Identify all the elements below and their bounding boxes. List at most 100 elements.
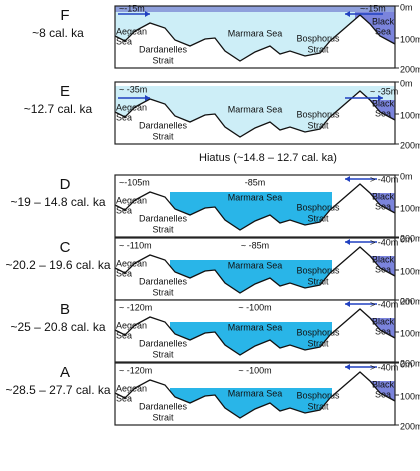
level-left: ~-105m — [119, 177, 150, 187]
bosphorus-label: Strait — [307, 338, 329, 348]
panel-age: ~20.2 – 19.6 cal. ka — [5, 258, 110, 272]
dardanelles-label: Dardanelles — [139, 213, 188, 223]
aegean-label: Sea — [116, 268, 132, 278]
black-sea-label: Black — [372, 316, 395, 326]
depth-label: 200m — [400, 421, 420, 431]
panel-letter: C — [60, 239, 71, 256]
bosphorus-label: Bosphorus — [296, 265, 340, 275]
level-center: -85m — [245, 177, 266, 187]
panel-letter: E — [60, 83, 70, 100]
depth-label: 100m — [400, 203, 420, 213]
dardanelles-label: Dardanelles — [139, 401, 188, 411]
level-right: ~-15m — [360, 3, 386, 13]
depth-label: 100m — [400, 266, 420, 276]
depth-label: 100m — [400, 391, 420, 401]
black-sea-label: Black — [372, 16, 395, 26]
depth-label: 0m — [400, 2, 413, 12]
black-sea-label: Black — [372, 254, 395, 264]
level-left: ~ -120m — [119, 365, 152, 375]
dardanelles-label: Strait — [152, 55, 174, 65]
aegean-label: Sea — [116, 393, 132, 403]
level-left: ~-15m — [119, 3, 145, 13]
panel-age: ~28.5 – 27.7 cal. ka — [5, 383, 110, 397]
panel-letter: B — [60, 301, 70, 318]
level-right: > -40m — [370, 237, 398, 247]
depth-label: 0m — [400, 171, 413, 181]
level-left: ~ -110m — [119, 240, 152, 250]
panel-age: ~8 cal. ka — [32, 26, 84, 40]
aegean-label: Sea — [116, 36, 132, 46]
panel: ~-15m~-15mAegeanSeaDardanellesStraitMarm… — [115, 3, 395, 74]
panel-letter: F — [60, 7, 69, 24]
depth-label: 0m — [400, 234, 413, 244]
panel: ~ -35m~ -35mAegeanSeaDardanellesStraitMa… — [115, 82, 398, 162]
marmara-label: Marmara Sea — [228, 192, 283, 202]
marmara-label: Marmara Sea — [228, 388, 283, 398]
level-left: ~ -35m — [119, 84, 147, 94]
dardanelles-label: Dardanelles — [139, 338, 188, 348]
marmara-label: Marmara Sea — [228, 104, 283, 114]
surface-band — [115, 6, 395, 12]
aegean-label: Sea — [116, 112, 132, 122]
dardanelles-label: Dardanelles — [139, 120, 188, 130]
depth-label: 0m — [400, 296, 413, 306]
black-sea-label: Sea — [375, 264, 391, 274]
panel-age: ~19 – 14.8 cal. ka — [10, 195, 105, 209]
black-sea-label: Sea — [375, 26, 391, 36]
bosphorus-label: Strait — [307, 401, 329, 411]
bosphorus-label: Strait — [307, 120, 329, 130]
bosphorus-label: Bosphorus — [296, 390, 340, 400]
dardanelles-label: Strait — [152, 349, 174, 359]
aegean-label: Aegean — [116, 320, 147, 330]
depth-label: 0m — [400, 78, 413, 88]
bosphorus-label: Bosphorus — [296, 202, 340, 212]
dardanelles-label: Strait — [152, 287, 174, 297]
marmara-label: Marmara Sea — [228, 28, 283, 38]
depth-label: 100m — [400, 110, 420, 120]
dardanelles-label: Strait — [152, 224, 174, 234]
hiatus-label: Hiatus (~14.8 – 12.7 cal. ka) — [199, 152, 337, 164]
depth-label: 200m — [400, 64, 420, 74]
aegean-label: Sea — [116, 205, 132, 215]
bosphorus-label: Bosphorus — [296, 109, 340, 119]
dardanelles-label: Strait — [152, 131, 174, 141]
depth-label: 100m — [400, 34, 420, 44]
depth-label: 100m — [400, 328, 420, 338]
level-left: ~ -120m — [119, 302, 152, 312]
black-sea-label: Black — [372, 191, 395, 201]
black-sea-label: Sea — [375, 108, 391, 118]
black-sea-label: Sea — [375, 326, 391, 336]
bosphorus-label: Strait — [307, 276, 329, 286]
level-right: ~ -35m — [370, 86, 398, 96]
aegean-label: Aegean — [116, 258, 147, 268]
black-sea-label: Black — [372, 98, 395, 108]
depth-label: 200m — [400, 140, 420, 150]
marmara-label: Marmara Sea — [228, 260, 283, 270]
bosphorus-label: Bosphorus — [296, 33, 340, 43]
bosphorus-label: Strait — [307, 44, 329, 54]
black-sea-label: Sea — [375, 201, 391, 211]
aegean-label: Aegean — [116, 26, 147, 36]
depth-label: 0m — [400, 359, 413, 369]
aegean-label: Aegean — [116, 195, 147, 205]
level-center: ~ -100m — [238, 365, 271, 375]
black-sea-label: Black — [372, 379, 395, 389]
aegean-label: Aegean — [116, 383, 147, 393]
figure: Hiatus (~14.8 – 12.7 cal. ka) F ~8 cal. ka… — [0, 0, 420, 466]
dardanelles-label: Strait — [152, 412, 174, 422]
level-right: > -40m — [370, 174, 398, 184]
panel-letter: D — [60, 176, 71, 193]
level-center: ~ -85m — [241, 240, 269, 250]
marmara-label: Marmara Sea — [228, 322, 283, 332]
level-center: ~ -100m — [238, 302, 271, 312]
dardanelles-label: Dardanelles — [139, 44, 188, 54]
panel-letter: A — [60, 364, 70, 381]
black-sea-label: Sea — [375, 389, 391, 399]
panel-age: ~12.7 cal. ka — [24, 102, 93, 116]
level-right: > -40m — [370, 362, 398, 372]
aegean-label: Sea — [116, 330, 132, 340]
bosphorus-label: Bosphorus — [296, 327, 340, 337]
panel-age: ~25 – 20.8 cal. ka — [10, 320, 105, 334]
bosphorus-label: Strait — [307, 213, 329, 223]
panel: ~ -120m~ -100m> -40mAegeanSeaDardanelles… — [115, 362, 398, 450]
